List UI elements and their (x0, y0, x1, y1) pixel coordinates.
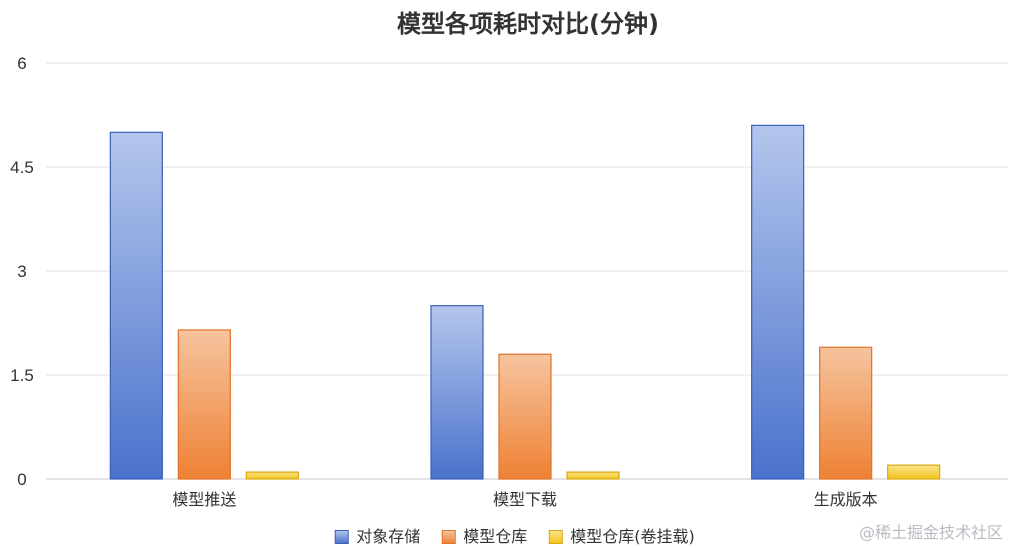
legend-label[interactable]: 对象存储 (356, 527, 420, 546)
bar-3-1[interactable] (245, 471, 299, 480)
bar-2-2[interactable] (498, 353, 552, 480)
bar-1-1[interactable] (109, 131, 163, 480)
bar-1-3[interactable] (751, 124, 805, 480)
watermark: @稀土掘金技术社区 (859, 523, 1003, 542)
bar-2-1[interactable] (177, 329, 231, 480)
y-tick-label: 4.5 (10, 158, 34, 177)
y-tick-label: 1.5 (10, 366, 34, 385)
x-category-label: 模型推送 (172, 490, 236, 509)
bar-3-3[interactable] (887, 464, 941, 480)
bar-2-3[interactable] (819, 346, 873, 480)
legend[interactable]: 对象存储 模型仓库 模型仓库(卷挂载) (334, 527, 695, 546)
y-tick-label: 6 (17, 54, 26, 73)
bar-1-2[interactable] (430, 305, 484, 480)
legend-label[interactable]: 模型仓库 (463, 527, 527, 546)
bars (109, 124, 941, 480)
legend-label[interactable]: 模型仓库(卷挂载) (570, 527, 695, 546)
legend-swatch[interactable] (548, 530, 563, 544)
y-axis-ticks: 0 1.5 3 4.5 6 (10, 54, 34, 489)
legend-swatch[interactable] (334, 530, 349, 544)
y-tick-label: 3 (17, 262, 26, 281)
x-category-label: 模型下载 (493, 490, 557, 509)
x-category-label: 生成版本 (814, 490, 878, 509)
y-tick-label: 0 (17, 470, 26, 489)
x-axis-categories: 模型推送 模型下载 生成版本 (172, 490, 877, 509)
chart-title: 模型各项耗时对比(分钟) (397, 10, 659, 38)
legend-swatch[interactable] (441, 530, 456, 544)
bar-3-2[interactable] (566, 471, 620, 480)
